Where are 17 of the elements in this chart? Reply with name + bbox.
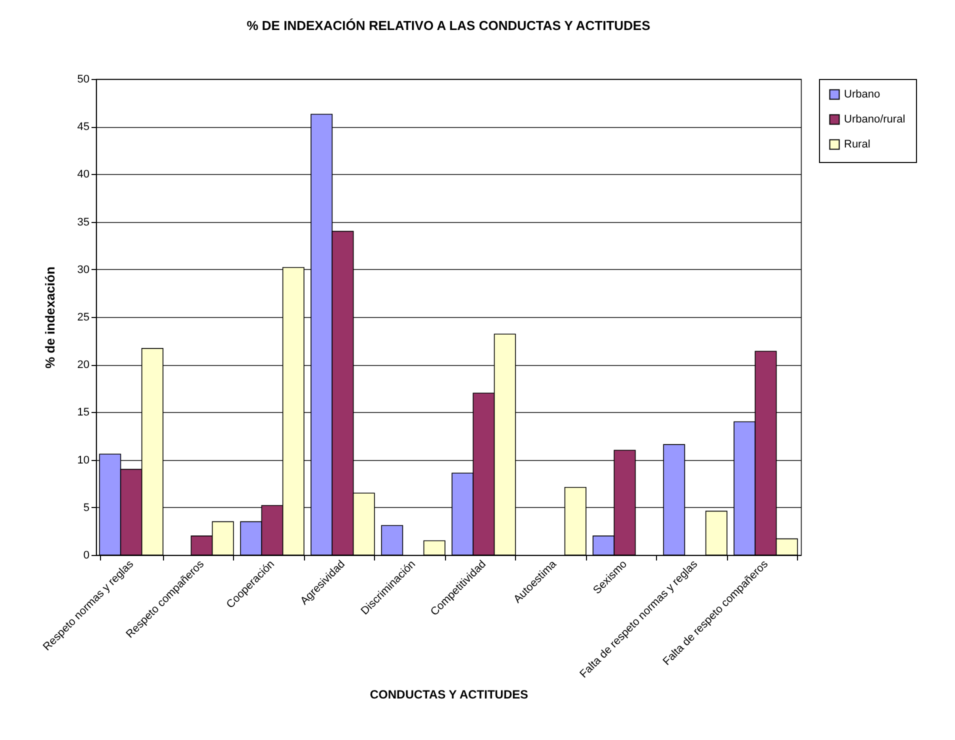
y-tick-label: 30: [77, 264, 90, 276]
y-tick-label: 15: [77, 406, 90, 419]
x-axis-title: CONDUCTAS Y ACTITUDES: [370, 688, 528, 702]
y-tick-label: 25: [77, 312, 90, 324]
legend-label: Urbano: [844, 88, 880, 100]
y-tick-label: 50: [77, 74, 90, 86]
y-tick-label: 40: [77, 168, 90, 181]
legend-label: Rural: [844, 138, 870, 150]
y-tick-label: 45: [77, 121, 90, 134]
y-tick-label: 5: [83, 502, 90, 514]
y-tick-label: 35: [77, 216, 90, 228]
y-axis-title: % de indexación: [42, 266, 58, 368]
legend-label: Urbano/rural: [844, 114, 906, 126]
y-tick-label: 0: [83, 550, 90, 562]
y-tick-label: 20: [77, 359, 90, 372]
chart-title: % DE INDEXACIÓN RELATIVO A LAS CONDUCTAS Y ACTITUDES: [246, 18, 651, 33]
y-tick-label: 10: [77, 454, 90, 466]
